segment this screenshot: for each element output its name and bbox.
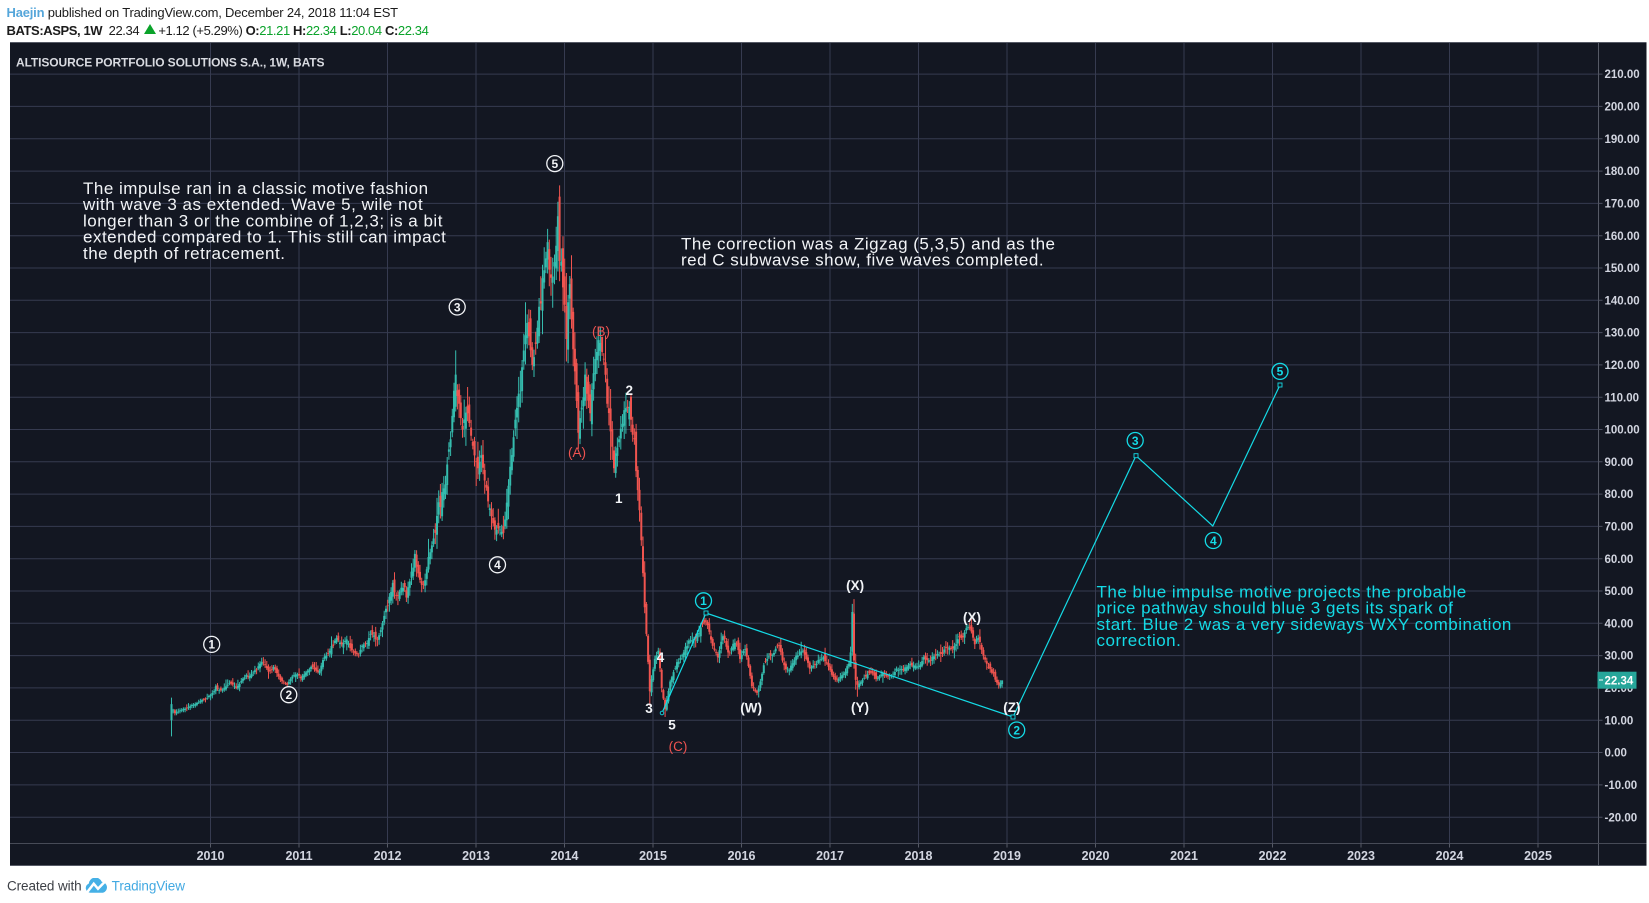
svg-text:2025: 2025 bbox=[1524, 849, 1552, 863]
svg-text:2017: 2017 bbox=[816, 849, 844, 863]
svg-text:longer than 3 or the combine o: longer than 3 or the combine of 1,2,3; i… bbox=[83, 211, 443, 230]
svg-text:0.00: 0.00 bbox=[1605, 748, 1627, 760]
svg-text:5: 5 bbox=[551, 157, 558, 171]
svg-text:100.00: 100.00 bbox=[1605, 425, 1640, 437]
svg-text:2013: 2013 bbox=[462, 849, 490, 863]
svg-text:200.00: 200.00 bbox=[1605, 102, 1640, 114]
svg-text:(A): (A) bbox=[568, 445, 586, 460]
svg-text:-20.00: -20.00 bbox=[1605, 812, 1638, 824]
svg-text:120.00: 120.00 bbox=[1605, 360, 1640, 372]
svg-text:180.00: 180.00 bbox=[1605, 166, 1640, 178]
svg-text:2019: 2019 bbox=[993, 849, 1021, 863]
svg-text:2016: 2016 bbox=[728, 849, 756, 863]
svg-text:red C subwavse show, five wave: red C subwavse show, five waves complete… bbox=[681, 251, 1044, 270]
svg-text:22.34: 22.34 bbox=[1605, 675, 1634, 687]
svg-text:170.00: 170.00 bbox=[1605, 199, 1640, 211]
svg-text:5: 5 bbox=[668, 718, 676, 733]
svg-text:160.00: 160.00 bbox=[1605, 231, 1640, 243]
svg-text:2: 2 bbox=[285, 688, 292, 702]
svg-text:40.00: 40.00 bbox=[1605, 618, 1634, 630]
svg-text:2021: 2021 bbox=[1170, 849, 1198, 863]
svg-text:ALTISOURCE PORTFOLIO SOLUTIONS: ALTISOURCE PORTFOLIO SOLUTIONS S.A., 1W,… bbox=[16, 56, 324, 70]
svg-text:start. Blue 2 was a very sidew: start. Blue 2 was a very sideways WXY co… bbox=[1097, 615, 1512, 634]
svg-text:70.00: 70.00 bbox=[1605, 522, 1634, 534]
svg-text:210.00: 210.00 bbox=[1605, 69, 1640, 81]
svg-text:4: 4 bbox=[1210, 534, 1217, 548]
svg-text:2024: 2024 bbox=[1436, 849, 1464, 863]
svg-text:2: 2 bbox=[625, 383, 633, 398]
svg-text:2018: 2018 bbox=[905, 849, 933, 863]
svg-text:(Z): (Z) bbox=[1003, 700, 1020, 715]
svg-text:the depth of retracement.: the depth of retracement. bbox=[83, 244, 285, 263]
svg-text:The impulse ran in a classic m: The impulse ran in a classic motive fash… bbox=[83, 179, 429, 198]
svg-text:3: 3 bbox=[1132, 434, 1139, 448]
svg-text:3: 3 bbox=[454, 300, 461, 314]
svg-text:The correction was a Zigzag (5: The correction was a Zigzag (5,3,5) and … bbox=[681, 235, 1056, 254]
svg-text:with wave 3 as extended. Wave: with wave 3 as extended. Wave 5, wile no… bbox=[82, 195, 423, 214]
svg-text:2023: 2023 bbox=[1347, 849, 1375, 863]
svg-text:80.00: 80.00 bbox=[1605, 489, 1634, 501]
svg-text:2012: 2012 bbox=[374, 849, 402, 863]
svg-text:2011: 2011 bbox=[285, 849, 312, 863]
svg-text:2020: 2020 bbox=[1082, 849, 1110, 863]
svg-text:150.00: 150.00 bbox=[1605, 263, 1640, 275]
svg-text:2015: 2015 bbox=[639, 849, 667, 863]
svg-text:The blue impulse motive projec: The blue impulse motive projects the pro… bbox=[1097, 583, 1467, 602]
svg-text:4: 4 bbox=[657, 650, 665, 665]
svg-text:1: 1 bbox=[700, 594, 707, 608]
svg-text:2022: 2022 bbox=[1259, 849, 1287, 863]
svg-text:1: 1 bbox=[208, 638, 215, 652]
svg-text:2: 2 bbox=[1013, 723, 1020, 737]
svg-text:140.00: 140.00 bbox=[1605, 295, 1640, 307]
svg-text:correction.: correction. bbox=[1097, 631, 1182, 650]
svg-text:(Y): (Y) bbox=[851, 700, 869, 715]
svg-text:(W): (W) bbox=[740, 701, 762, 716]
svg-text:190.00: 190.00 bbox=[1605, 134, 1640, 146]
svg-text:-10.00: -10.00 bbox=[1605, 780, 1638, 792]
svg-text:5: 5 bbox=[1277, 365, 1284, 379]
svg-text:110.00: 110.00 bbox=[1605, 392, 1640, 404]
svg-text:1: 1 bbox=[615, 491, 623, 506]
svg-text:3: 3 bbox=[645, 701, 653, 716]
svg-text:(C): (C) bbox=[669, 739, 688, 754]
svg-text:4: 4 bbox=[494, 558, 501, 572]
svg-text:10.00: 10.00 bbox=[1605, 715, 1634, 727]
svg-text:90.00: 90.00 bbox=[1605, 457, 1634, 469]
svg-text:2010: 2010 bbox=[197, 849, 225, 863]
svg-text:(X): (X) bbox=[846, 578, 864, 593]
svg-text:30.00: 30.00 bbox=[1605, 651, 1634, 663]
svg-text:60.00: 60.00 bbox=[1605, 554, 1634, 566]
svg-text:price pathway should blue 3 ge: price pathway should blue 3 gets its spa… bbox=[1097, 599, 1454, 618]
svg-text:2014: 2014 bbox=[551, 849, 579, 863]
svg-text:50.00: 50.00 bbox=[1605, 586, 1634, 598]
svg-text:(X): (X) bbox=[963, 610, 981, 625]
svg-text:130.00: 130.00 bbox=[1605, 328, 1640, 340]
svg-text:(B): (B) bbox=[592, 324, 610, 339]
svg-text:extended compared to 1. This s: extended compared to 1. This still can i… bbox=[83, 228, 446, 247]
